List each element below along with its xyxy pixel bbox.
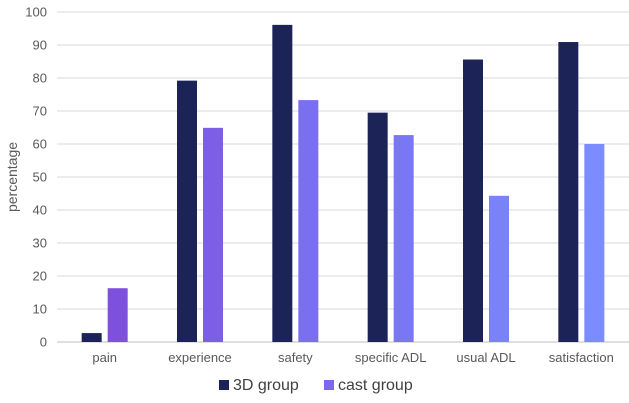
legend: 3D group cast group [219, 377, 413, 394]
bar-3d-group [463, 59, 483, 343]
bar-cast-group [203, 127, 223, 342]
bars [81, 24, 605, 343]
x-category-label: pain [92, 350, 117, 365]
bar-cast-group [584, 144, 605, 342]
legend-swatch [324, 380, 334, 390]
bar-cast-group [489, 195, 509, 342]
y-axis-title: percentage [4, 142, 20, 212]
x-category-label: safety [278, 350, 313, 365]
legend-label: 3D group [233, 377, 299, 394]
bar-cast-group [393, 135, 414, 342]
bar-3d-group [558, 42, 579, 342]
x-category-label: specific ADL [355, 350, 427, 365]
x-category-label: experience [168, 350, 232, 365]
bar-3d-group [81, 333, 102, 342]
bar-3d-group [272, 24, 293, 343]
bar-cast-group [298, 100, 319, 342]
legend-label: cast group [338, 377, 413, 394]
y-tick-label: 80 [33, 71, 47, 86]
y-tick-label: 70 [33, 104, 47, 119]
y-tick-label: 10 [33, 302, 47, 317]
y-tick-label: 30 [33, 236, 47, 251]
y-tick-label: 60 [33, 137, 47, 152]
gridlines [57, 11, 629, 343]
x-category-label: satisfaction [549, 350, 614, 365]
y-tick-label: 0 [40, 335, 47, 350]
y-tick-label: 40 [33, 203, 47, 218]
y-axis-ticks: 0 10 20 30 40 50 60 70 80 90 100 [25, 5, 47, 350]
y-tick-label: 20 [33, 269, 47, 284]
y-tick-label: 90 [33, 38, 47, 53]
bar-3d-group [177, 80, 197, 342]
bar-3d-group [367, 112, 388, 343]
y-tick-label: 100 [25, 5, 47, 20]
y-tick-label: 50 [33, 170, 47, 185]
legend-swatch [219, 380, 229, 390]
bar-cast-group [107, 288, 128, 342]
x-axis-categories: pain experience safety specific ADL usual AD… [92, 350, 613, 365]
x-category-label: usual ADL [456, 350, 515, 365]
